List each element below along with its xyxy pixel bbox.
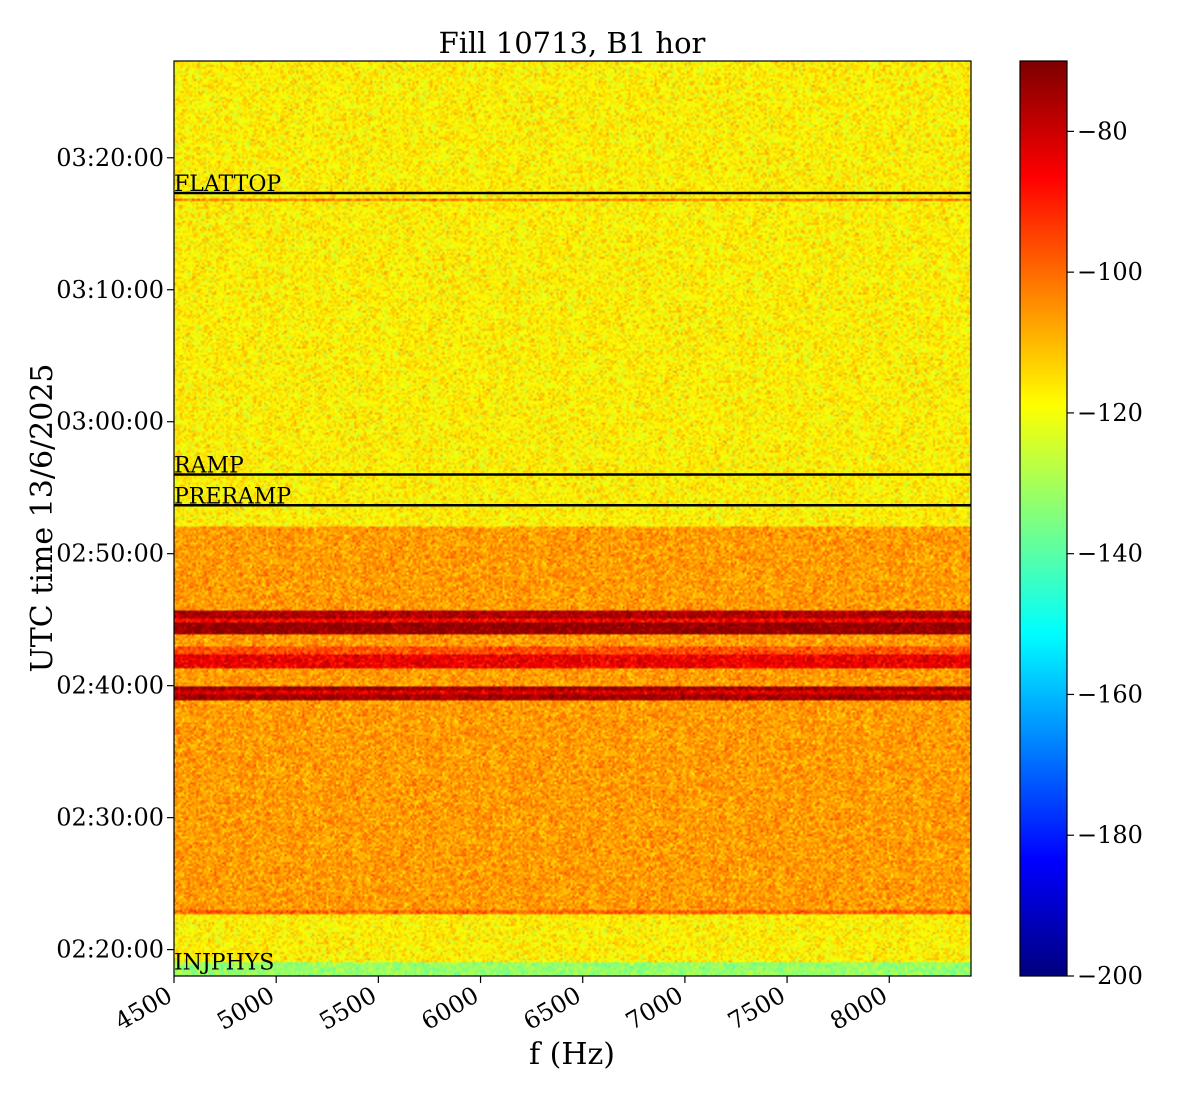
- plot-area: [174, 61, 971, 976]
- x-tick-label-6500: 6500: [519, 981, 586, 1036]
- colorbar-tick-label-100: −100: [1077, 258, 1143, 286]
- x-tick-label-6000: 6000: [417, 981, 484, 1036]
- colorbar-tick-label-180: −180: [1077, 821, 1143, 849]
- marker-label-injphys: INJPHYS: [174, 951, 274, 976]
- x-axis: 4500 5000 5500 6000 6500 7000 7500 8000: [110, 976, 892, 1036]
- colorbar-tick-label-120: −120: [1077, 399, 1143, 427]
- colorbar-tick-label-200: −200: [1077, 962, 1143, 990]
- marker-label-flattop: FLATTOP: [174, 172, 281, 197]
- phase-markers: FLATTOP RAMP PRERAMP INJPHYS: [174, 172, 971, 976]
- y-tick-label-023000: 02:30:00: [56, 804, 164, 832]
- colorbar-tick-label-80: −80: [1077, 117, 1128, 145]
- x-tick-label-5000: 5000: [212, 981, 279, 1036]
- colorbar: −80 −100 −120 −140 −160 −180 −200: [1019, 60, 1143, 990]
- colorbar-tick-label-140: −140: [1077, 540, 1143, 568]
- plot-frame: [173, 60, 972, 977]
- x-axis-label: f (Hz): [529, 1037, 615, 1072]
- colorbar-frame: [1019, 60, 1068, 977]
- heatmap-image: [174, 61, 971, 976]
- marker-label-preramp: PRERAMP: [174, 484, 291, 509]
- y-tick-label-024000: 02:40:00: [56, 672, 164, 700]
- y-axis: 02:20:00 02:30:00 02:40:00 02:50:00 03:00:00…: [56, 144, 174, 964]
- x-tick-label-7000: 7000: [621, 981, 688, 1036]
- x-tick-label-7500: 7500: [723, 981, 790, 1036]
- y-tick-label-031000: 03:10:00: [56, 276, 164, 304]
- colorbar-gradient: [1020, 61, 1067, 976]
- colorbar-ticks: −80 −100 −120 −140 −160 −180 −200: [1067, 117, 1143, 990]
- colorbar-tick-label-160: −160: [1077, 680, 1143, 708]
- x-tick-label-4500: 4500: [110, 981, 177, 1036]
- marker-label-ramp: RAMP: [174, 454, 244, 479]
- x-tick-label-8000: 8000: [825, 981, 892, 1036]
- y-tick-label-022000: 02:20:00: [56, 936, 164, 964]
- y-tick-label-030000: 03:00:00: [56, 408, 164, 436]
- y-axis-label: UTC time 13/6/2025: [25, 364, 60, 673]
- y-tick-label-025000: 02:50:00: [56, 540, 164, 568]
- y-tick-label-032000: 03:20:00: [56, 144, 164, 172]
- x-tick-label-5500: 5500: [314, 981, 381, 1036]
- chart-title: Fill 10713, B1 hor: [439, 26, 706, 60]
